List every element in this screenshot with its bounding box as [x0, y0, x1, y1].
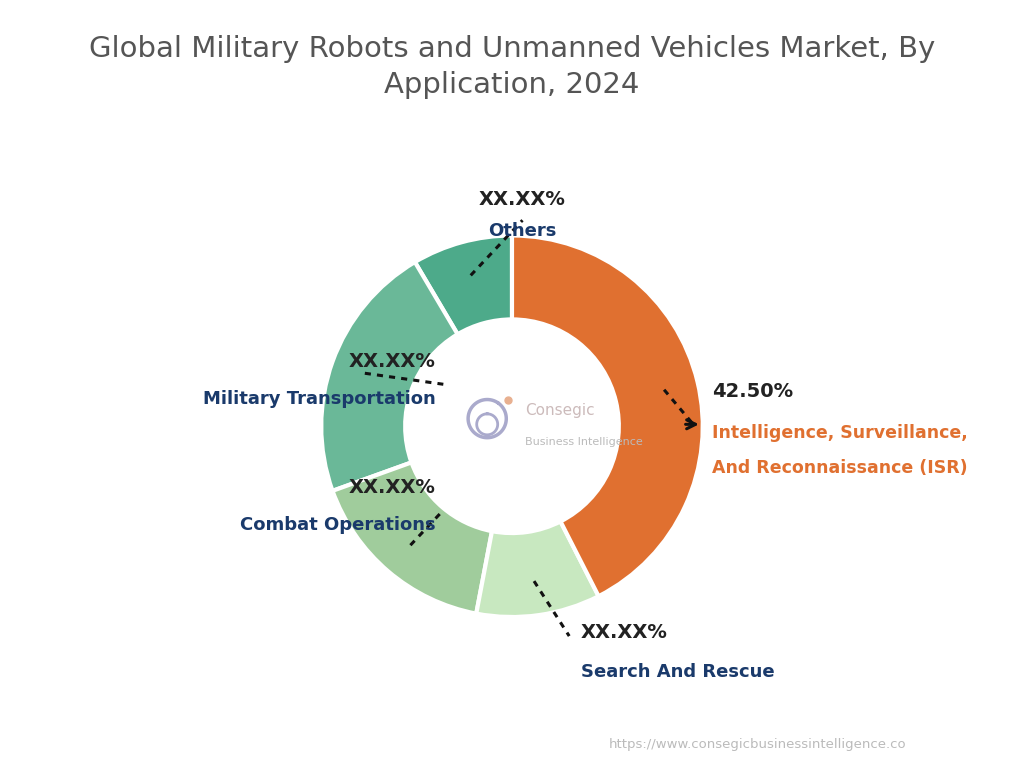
- Text: https://www.consegicbusinessintelligence.co: https://www.consegicbusinessintelligence…: [609, 738, 906, 751]
- Text: Others: Others: [488, 222, 557, 240]
- Wedge shape: [333, 462, 492, 614]
- Text: Intelligence, Surveillance,: Intelligence, Surveillance,: [713, 425, 968, 442]
- Wedge shape: [322, 262, 458, 491]
- Text: Business Intelligence: Business Intelligence: [525, 436, 643, 446]
- Text: Global Military Robots and Unmanned Vehicles Market, By
Application, 2024: Global Military Robots and Unmanned Vehi…: [89, 35, 935, 99]
- Text: XX.XX%: XX.XX%: [349, 352, 435, 371]
- Text: Search And Rescue: Search And Rescue: [581, 663, 774, 680]
- Wedge shape: [476, 521, 599, 617]
- Text: XX.XX%: XX.XX%: [479, 190, 566, 209]
- Text: Military Transportation: Military Transportation: [203, 390, 435, 408]
- Wedge shape: [512, 236, 702, 596]
- Text: 42.50%: 42.50%: [713, 382, 794, 402]
- Text: Combat Operations: Combat Operations: [240, 516, 435, 534]
- Wedge shape: [415, 236, 512, 334]
- Text: And Reconnaissance (ISR): And Reconnaissance (ISR): [713, 458, 968, 477]
- Text: XX.XX%: XX.XX%: [349, 478, 435, 497]
- Text: Consegic: Consegic: [525, 403, 595, 419]
- Text: XX.XX%: XX.XX%: [581, 623, 668, 642]
